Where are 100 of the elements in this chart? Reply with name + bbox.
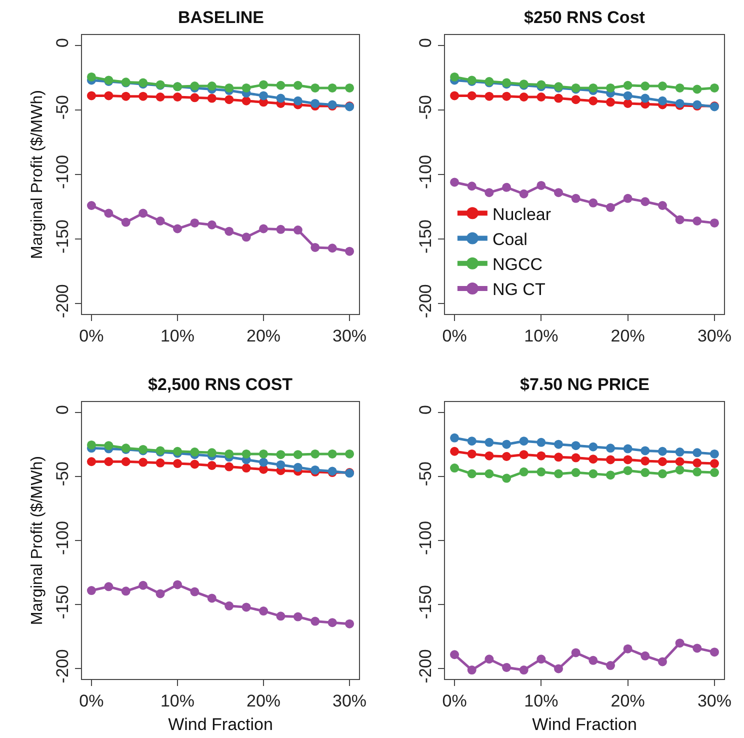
point [242, 96, 251, 106]
point [554, 440, 564, 449]
point [710, 449, 719, 458]
point [658, 657, 667, 666]
point [536, 180, 546, 190]
point [190, 218, 200, 228]
point [519, 436, 528, 446]
point [224, 226, 234, 236]
y-tick-label: -50 [416, 462, 436, 486]
point [554, 452, 564, 462]
x-tick-label: 0% [442, 691, 467, 710]
x-tick-label: 10% [524, 691, 558, 710]
point [242, 464, 251, 473]
point [623, 644, 632, 654]
point [259, 606, 268, 616]
point [172, 224, 182, 234]
point [658, 446, 667, 456]
point [675, 638, 684, 648]
point [588, 656, 598, 665]
point [450, 464, 460, 473]
point [675, 215, 684, 224]
point [623, 80, 632, 90]
point [207, 460, 216, 470]
legend-label: NGCC [492, 255, 543, 274]
point [104, 208, 114, 218]
point [86, 586, 96, 596]
point [658, 469, 667, 478]
point [554, 94, 564, 103]
point [502, 440, 512, 449]
point [259, 458, 268, 467]
point [606, 470, 615, 480]
point [571, 648, 580, 658]
point [207, 220, 216, 230]
legend-label: Coal [492, 230, 528, 249]
point [640, 82, 650, 91]
point [104, 441, 114, 450]
y-tick-label: -150 [416, 585, 436, 620]
point [588, 469, 598, 478]
point [571, 468, 580, 478]
point [328, 244, 337, 253]
point [293, 80, 302, 90]
point [293, 612, 302, 622]
point [190, 460, 200, 469]
y-tick-label: 0 [416, 38, 436, 48]
point [276, 94, 286, 103]
point [484, 188, 494, 198]
x-axis-title: Wind Fraction [168, 714, 273, 734]
point [484, 654, 494, 664]
x-tick-label: 10% [524, 326, 558, 346]
y-tick-label: 0 [416, 404, 436, 414]
point [571, 453, 580, 462]
x-tick-label: 0% [442, 326, 467, 346]
point [571, 194, 580, 203]
point [554, 664, 564, 674]
point [190, 448, 200, 457]
point [536, 654, 546, 664]
point [692, 448, 702, 458]
point [692, 216, 702, 226]
x-tick-label: 30% [697, 326, 732, 346]
point [242, 449, 251, 458]
point [156, 458, 165, 468]
point [450, 72, 460, 82]
point [467, 449, 476, 458]
point [345, 246, 354, 256]
point [207, 594, 216, 603]
point [450, 446, 460, 456]
point [484, 438, 494, 447]
point [310, 449, 320, 458]
y-tick-label: -100 [53, 520, 72, 555]
point [138, 580, 148, 590]
point [172, 580, 182, 590]
point [571, 441, 580, 450]
point [640, 468, 650, 478]
point [606, 661, 615, 670]
point [519, 92, 528, 102]
point [172, 92, 182, 102]
legend-label: NG CT [492, 280, 546, 300]
x-axis-title: Wind Fraction [532, 714, 637, 734]
point [571, 95, 580, 104]
chart-title: $7.50 NG PRICE [520, 375, 650, 394]
point [450, 178, 460, 187]
point [606, 202, 615, 212]
point [606, 83, 615, 92]
point [692, 467, 702, 476]
point [138, 208, 148, 218]
point [658, 201, 667, 210]
y-tick-label: -200 [416, 284, 436, 318]
point [692, 84, 702, 94]
point [675, 457, 684, 466]
point [276, 224, 286, 234]
y-tick-label: -150 [53, 220, 72, 254]
point [484, 469, 494, 478]
legend-label: Nuclear [492, 204, 552, 224]
y-tick-label: 0 [53, 38, 72, 48]
y-tick-label: -150 [416, 220, 436, 254]
point [86, 201, 96, 210]
point [86, 457, 96, 466]
x-tick-label: 10% [160, 691, 195, 710]
point [519, 467, 528, 476]
x-tick-label: 20% [610, 691, 645, 710]
